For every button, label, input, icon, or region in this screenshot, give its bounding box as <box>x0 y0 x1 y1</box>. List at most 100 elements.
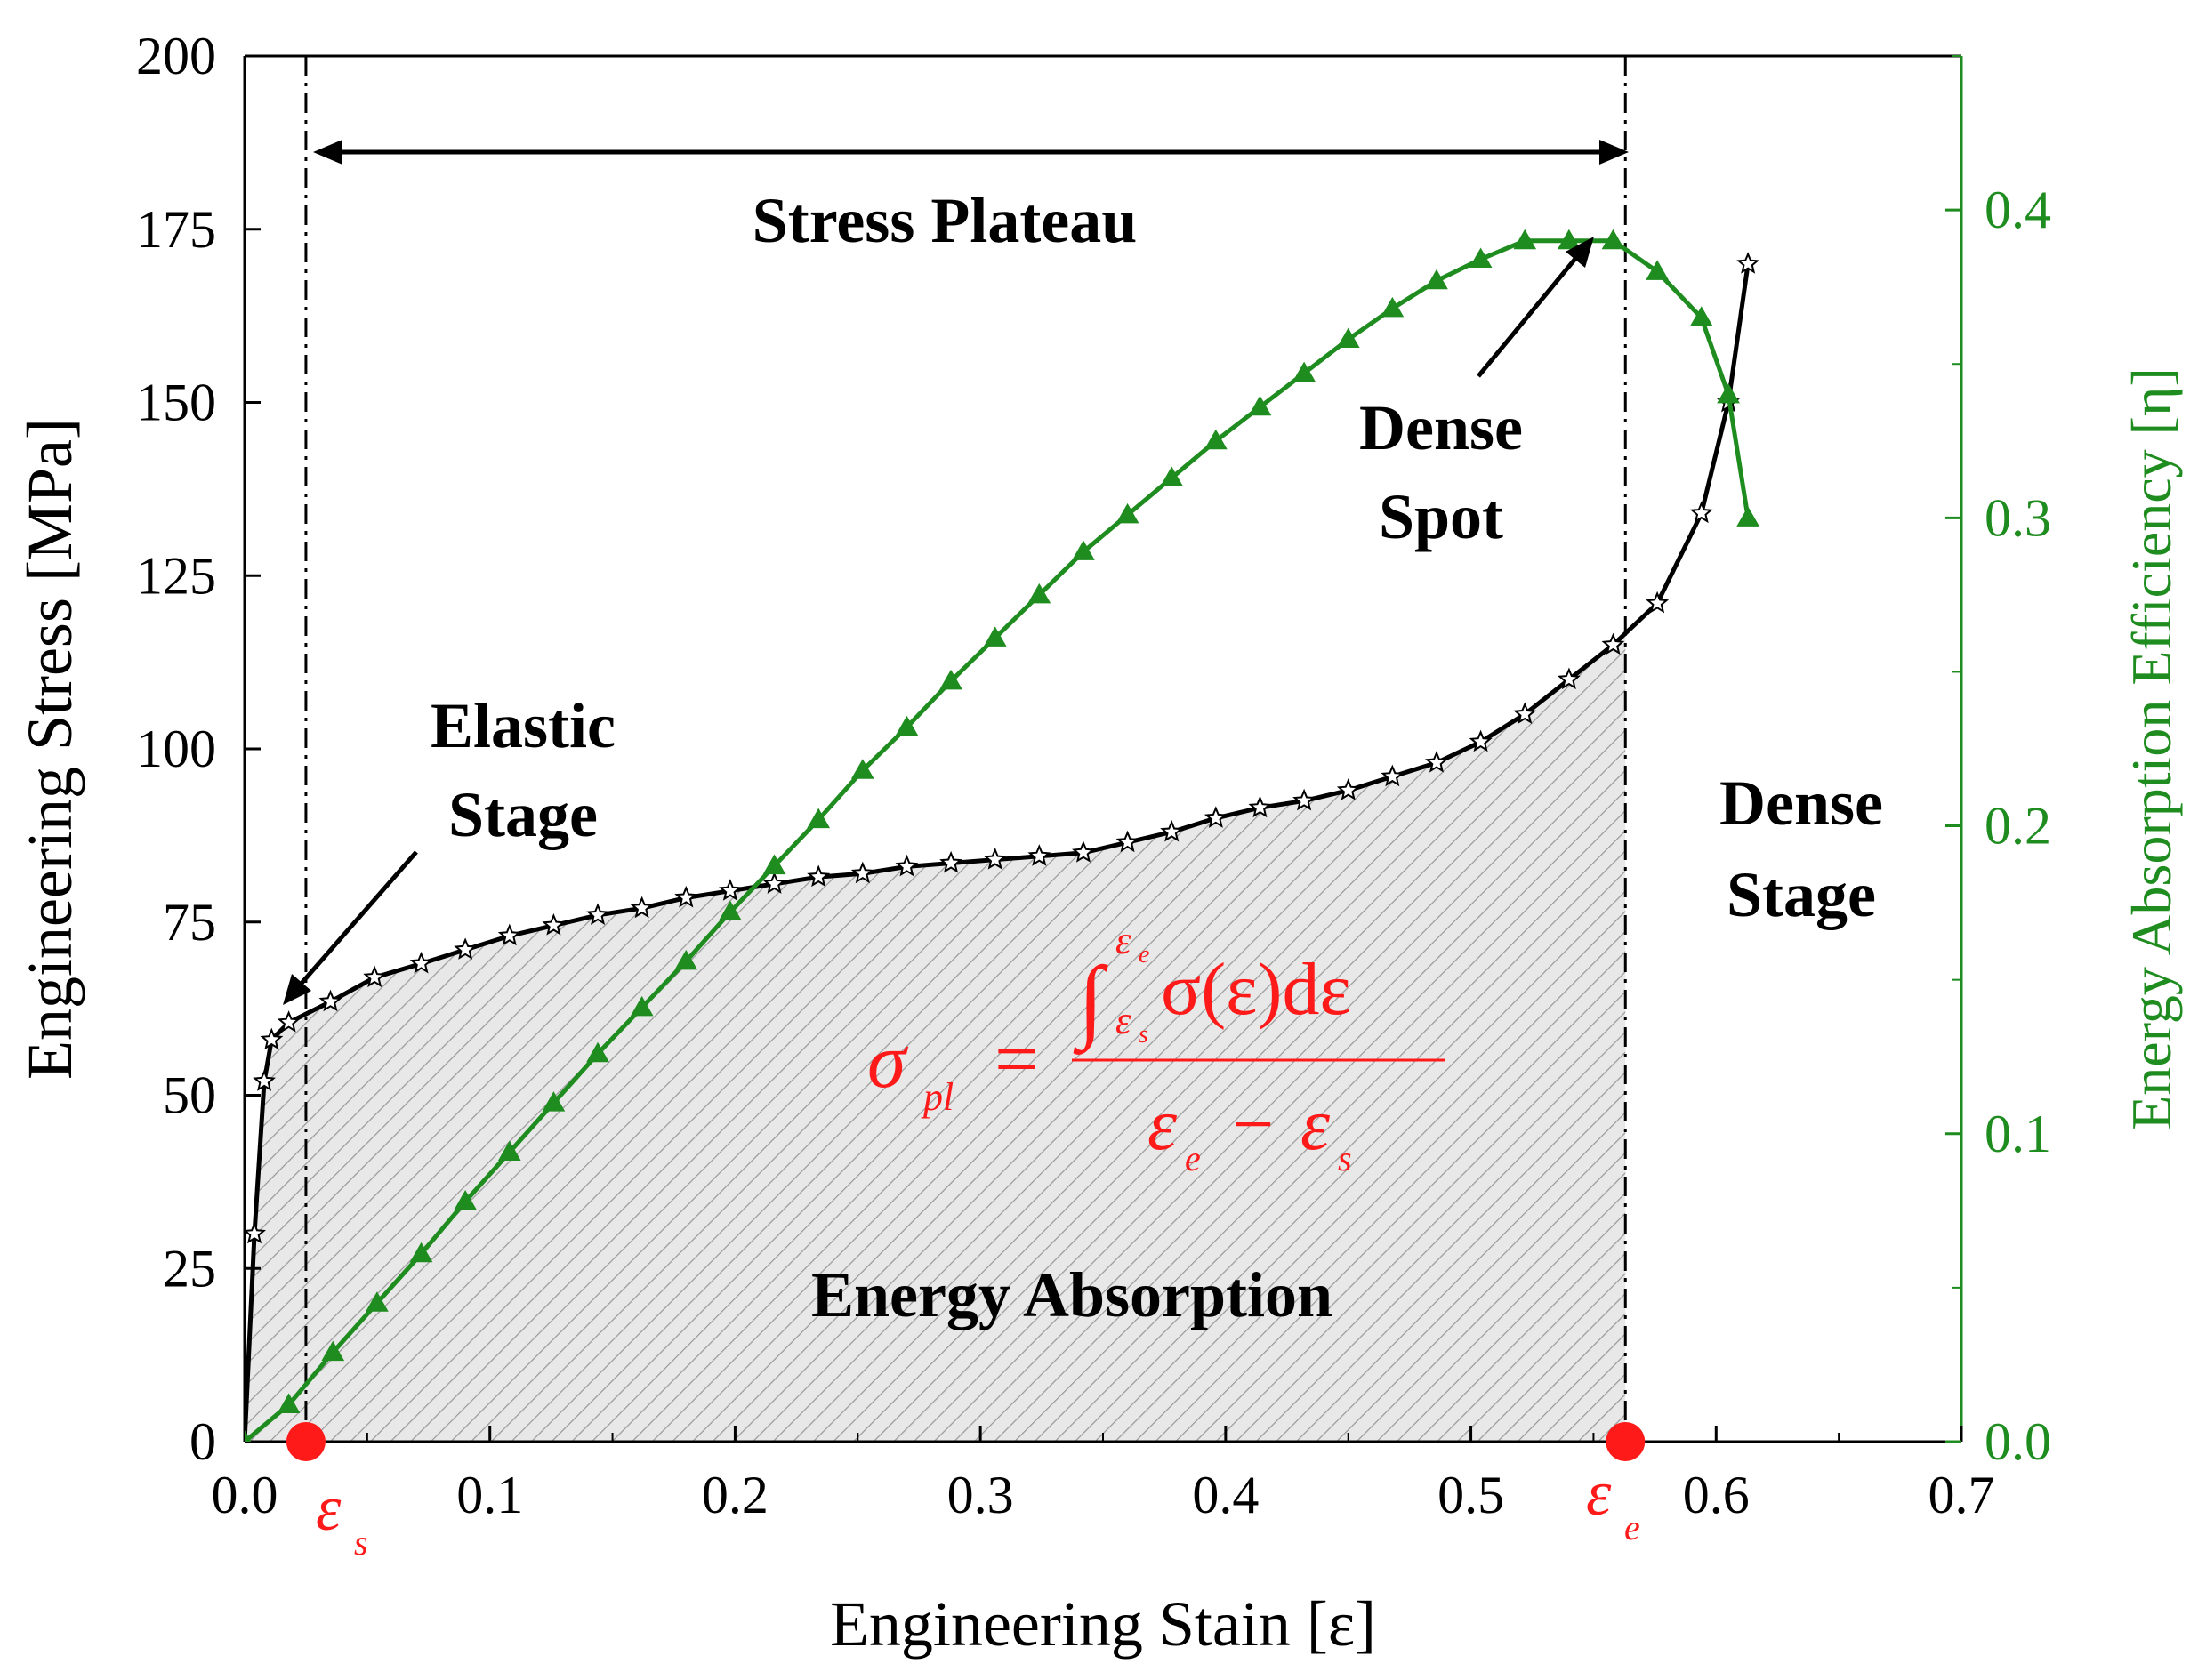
x-axis-ticks: 0.0 0.1 0.2 0.3 0.4 0.5 0.6 0.7 <box>212 1426 1995 1524</box>
x-tick-label: 0.6 <box>1683 1466 1750 1524</box>
x-tick-label: 0.7 <box>1928 1466 1995 1524</box>
efficiency-point <box>807 808 831 829</box>
stress-point <box>1469 729 1493 752</box>
x-tick-label: 0.4 <box>1192 1466 1259 1524</box>
formula-equals: = <box>994 1017 1039 1103</box>
y2-tick-label: 0.4 <box>1985 181 2051 239</box>
efficiency-point <box>1292 361 1316 382</box>
stress-point <box>807 864 831 888</box>
efficiency-point <box>454 1189 478 1210</box>
efficiency-point <box>1717 382 1740 404</box>
formula-den-b-sub: s <box>1338 1138 1352 1178</box>
stress-point <box>1381 764 1405 787</box>
stress-point <box>1204 806 1228 828</box>
x-tick-label: 0.5 <box>1437 1466 1504 1524</box>
efficiency-point <box>1469 247 1493 269</box>
y-tick-label: 0 <box>189 1412 216 1471</box>
stress-point <box>363 965 387 988</box>
x-tick-label: 0.1 <box>456 1466 523 1524</box>
efficiency-point <box>762 854 786 875</box>
y-tick-label: 25 <box>163 1239 216 1298</box>
y-tick-label: 50 <box>163 1066 216 1125</box>
stress-point <box>1424 750 1448 773</box>
efficiency-point <box>1425 269 1448 290</box>
efficiency-point <box>1204 429 1228 450</box>
efficiency-point <box>1513 229 1537 250</box>
stress-point <box>1027 844 1051 866</box>
formula-lower-limit-sub: s <box>1139 1021 1148 1049</box>
y2-axis-title: Energy Absorption Efficiency [η] <box>2120 367 2183 1130</box>
stress-point <box>1601 632 1625 655</box>
formula-lower-limit: ε <box>1115 999 1131 1042</box>
stress-point <box>1072 840 1095 863</box>
stress-point <box>1115 830 1139 853</box>
stress-point <box>260 1027 284 1050</box>
stress-point <box>630 896 654 919</box>
formula-sigma: σ <box>867 1018 909 1105</box>
dense-spot-label-line1: Dense <box>1359 392 1523 463</box>
efficiency-point <box>630 995 654 1017</box>
efficiency-point <box>1689 306 1713 326</box>
y-tick-label: 150 <box>136 374 216 432</box>
epsilon-s-sub: s <box>354 1523 368 1563</box>
formula-upper-limit: ε <box>1115 919 1131 962</box>
elastic-stage-label-line2: Stage <box>448 779 598 850</box>
efficiency-point <box>1646 260 1669 280</box>
efficiency-point <box>1072 540 1095 560</box>
series-layer <box>245 229 1760 1442</box>
efficiency-point <box>586 1041 609 1063</box>
stress-point <box>895 854 919 877</box>
y2-tick-label: 0.1 <box>1985 1105 2051 1163</box>
dense-stage-label-line2: Stage <box>1727 859 1876 930</box>
stress-point <box>277 1010 301 1033</box>
efficiency-point <box>1601 229 1625 250</box>
dense-spot-arrow <box>1477 237 1594 378</box>
stress-point <box>409 951 433 974</box>
formula-integral: ∫ <box>1073 948 1108 1055</box>
formula-den-minus: − <box>1232 1083 1274 1166</box>
dense-spot-label-line2: Spot <box>1379 481 1503 552</box>
stress-point <box>454 937 478 960</box>
x-tick-label: 0.2 <box>702 1466 769 1524</box>
efficiency-point <box>850 759 874 779</box>
efficiency-point <box>1557 229 1581 250</box>
stress-point <box>1336 778 1360 800</box>
efficiency-point <box>1248 395 1272 416</box>
stress-point <box>1292 788 1316 811</box>
efficiency-point <box>1336 327 1360 349</box>
stress-point <box>1513 702 1537 724</box>
stress-point <box>719 879 742 901</box>
y-tick-label: 200 <box>136 27 216 85</box>
formula-upper-limit-sub: e <box>1139 941 1149 969</box>
x-tick-label: 0.3 <box>947 1466 1014 1524</box>
energy-absorption-area <box>245 633 1626 1442</box>
stress-point <box>1557 667 1581 690</box>
formula-integrand: σ(ε)dε <box>1161 948 1351 1031</box>
x-axis-title: Engineering Stain [ε] <box>830 1588 1376 1660</box>
efficiency-point <box>497 1140 521 1162</box>
stress-point <box>983 847 1007 870</box>
stress-point <box>1689 501 1713 524</box>
stress-point <box>1248 795 1272 818</box>
efficiency-point <box>1381 296 1405 318</box>
epsilon-s-marker <box>286 1422 326 1461</box>
epsilon-e-sub: e <box>1624 1507 1640 1547</box>
formula-den-a-sub: e <box>1185 1138 1201 1178</box>
stress-point <box>1160 819 1184 842</box>
efficiency-point <box>674 949 698 970</box>
stress-point <box>497 923 521 946</box>
y-tick-label: 100 <box>136 719 216 778</box>
stress-point <box>586 903 610 926</box>
plateau-stress-formula: σ pl = ∫ ε e ε s σ(ε)dε ε e − ε s <box>867 919 1445 1178</box>
dense-stage-label-line1: Dense <box>1719 768 1883 839</box>
stress-point <box>1646 591 1670 614</box>
elastic-stage-label-line1: Elastic <box>431 690 616 761</box>
stress-point <box>674 885 698 908</box>
efficiency-point <box>366 1291 389 1312</box>
stress-point <box>939 850 962 873</box>
y-tick-label: 175 <box>136 200 216 259</box>
stress-point <box>245 1221 267 1244</box>
y2-tick-label: 0.3 <box>1985 488 2051 547</box>
